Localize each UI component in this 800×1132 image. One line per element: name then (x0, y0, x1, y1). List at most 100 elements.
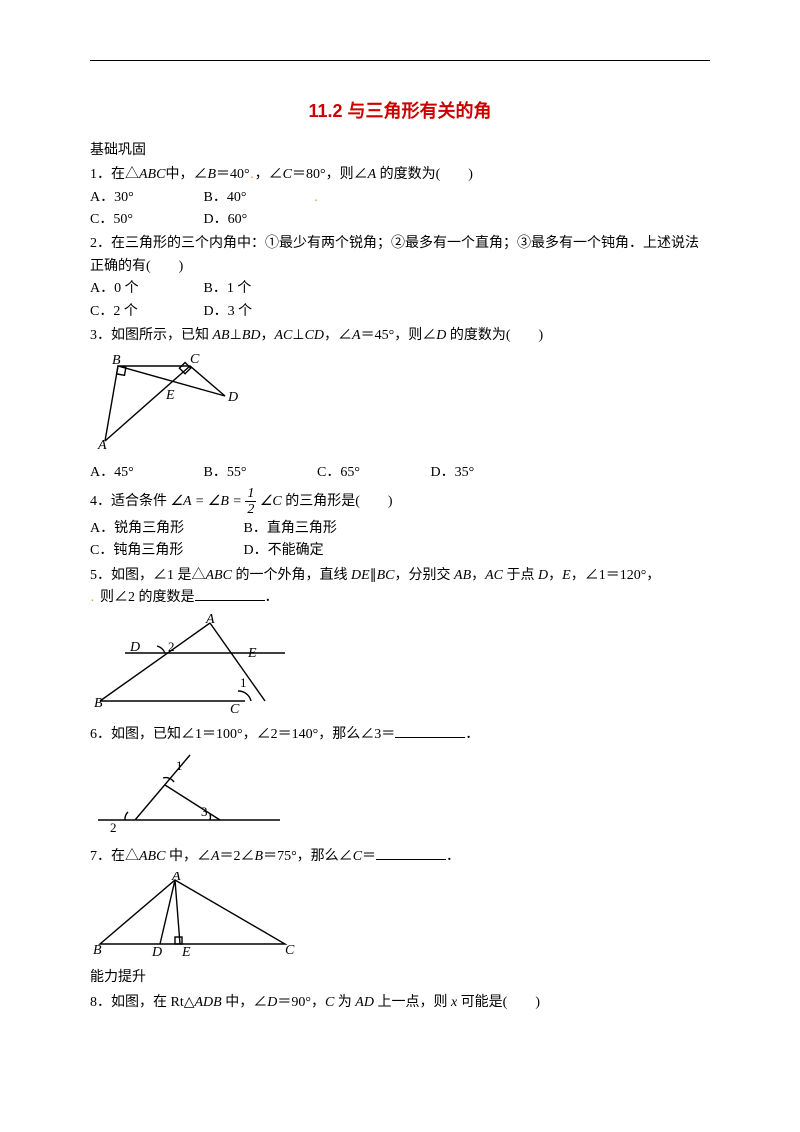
q3-t2: ，∠ (324, 328, 352, 343)
q1-optA: A．30° (90, 187, 200, 209)
q5-par: ∥ (370, 568, 377, 583)
question-5: 5．如图，∠1 是△ABC 的一个外角，直线 DE∥BC，分别交 AB，AC 于… (90, 565, 710, 610)
q7-t4: ＝75°，那么∠ (263, 849, 353, 864)
q5-DE: DE (351, 568, 370, 583)
q1-A: A (368, 167, 377, 182)
q5-t5: ，∠1＝120°， (571, 568, 661, 583)
q5-p: ． (265, 590, 279, 605)
q3-optC: C．65° (317, 462, 427, 484)
dot-icon: ． (90, 593, 100, 604)
q8-D: D (267, 995, 277, 1010)
q5-ABC: ABC (206, 568, 232, 583)
q8-AD: AD (355, 995, 374, 1010)
q8-t2: 中，∠ (222, 995, 268, 1010)
q2-options: A．0 个 B．1 个 C．2 个 D．3 个 (90, 278, 710, 323)
q5-BC: BC (377, 568, 395, 583)
svg-text:B: B (112, 353, 121, 368)
q8-t6: 可能是( ) (457, 995, 540, 1010)
q6-t: 6．如图，已知∠1＝100°，∠2＝140°，那么∠3＝ (90, 727, 395, 742)
q1-optD: D．60° (204, 209, 314, 231)
q5-E: E (562, 568, 571, 583)
q2-optD: D．3 个 (204, 301, 314, 323)
q5-t4: 于点 (503, 568, 538, 583)
question-7: 7．在△ABC 中，∠A＝2∠B＝75°，那么∠C＝． (90, 846, 710, 868)
q3-t3: ＝45°，则∠ (361, 328, 437, 343)
q3-optB: B．55° (204, 462, 314, 484)
q5-c: ， (471, 568, 485, 583)
q5-AC: AC (485, 568, 503, 583)
q8-C: C (325, 995, 334, 1010)
q4-t1: 4．适合条件 (90, 494, 167, 509)
svg-text:A: A (97, 438, 107, 451)
q5-t1: 5．如图，∠1 是△ (90, 568, 206, 583)
svg-text:B: B (94, 696, 103, 711)
q4-eqa: ∠A = ∠B = (171, 494, 246, 509)
question-1: 1．在△ABC中，∠B＝40°．，∠C＝80°，则∠A 的度数为( ) (90, 164, 710, 186)
q7-t5: ＝ (362, 849, 376, 864)
q1-t6: 的度数为( ) (376, 167, 473, 182)
q4-optC: C．钝角三角形 (90, 540, 240, 562)
q1-optB: B．40° (204, 187, 314, 209)
svg-text:D: D (227, 390, 238, 405)
question-4: 4．适合条件 ∠A = ∠B = 12 ∠C 的三角形是( ) (90, 486, 710, 518)
q3-optD: D．35° (431, 462, 541, 484)
question-8: 8．如图，在 Rt△ADB 中，∠D＝90°，C 为 AD 上一点，则 x 可能… (90, 992, 710, 1014)
q8-t5: 上一点，则 (374, 995, 451, 1010)
q3-D: D (436, 328, 446, 343)
q1-C: C (283, 167, 292, 182)
q5-t3: ，分别交 (395, 568, 455, 583)
svg-text:D: D (151, 945, 162, 957)
q2-optB: B．1 个 (204, 278, 314, 300)
q7-C: C (353, 849, 362, 864)
q3-options: A．45° B．55° C．65° D．35° (90, 462, 710, 484)
q5-figure: A B C D E 1 2 (90, 613, 710, 721)
q6-p: ． (465, 727, 479, 742)
q3-c1: ， (260, 328, 274, 343)
fraction-icon: 12 (245, 486, 256, 518)
question-3: 3．如图所示，已知 AB⊥BD，AC⊥CD，∠A＝45°，则∠D 的度数为( ) (90, 325, 710, 347)
svg-text:C: C (190, 352, 200, 367)
q5-D: D (538, 568, 548, 583)
blank-line (195, 587, 265, 601)
svg-text:B: B (93, 943, 102, 957)
blank-line (376, 846, 446, 860)
q4-options: A．锐角三角形 B．直角三角形 C．钝角三角形 D．不能确定 (90, 518, 710, 563)
q1-text: 1．在△ (90, 167, 139, 182)
q5-c2: ， (548, 568, 562, 583)
q3-CD: CD (305, 328, 324, 343)
q7-t1: 7．在△ (90, 849, 139, 864)
svg-text:E: E (181, 945, 191, 957)
svg-text:A: A (205, 613, 215, 627)
q5-AB: AB (454, 568, 471, 583)
q4-optD: D．不能确定 (244, 540, 394, 562)
q7-B: B (255, 849, 264, 864)
svg-text:3: 3 (201, 804, 208, 819)
q3-AC: AC (274, 328, 292, 343)
svg-text:A: A (171, 872, 181, 884)
q1-t4: ，∠ (255, 167, 283, 182)
q7-ABC: ABC (139, 849, 165, 864)
q3-figure: B C A D E (90, 351, 710, 459)
q3-t4: 的度数为( ) (446, 328, 543, 343)
svg-text:E: E (165, 388, 175, 403)
q4-optB: B．直角三角形 (244, 518, 394, 540)
q3-p1: ⊥ (230, 328, 242, 343)
svg-text:1: 1 (240, 675, 247, 690)
q4-t2: 的三角形是( ) (285, 494, 392, 509)
question-2: 2．在三角形的三个内角中：①最少有两个锐角；②最多有一个直角；③最多有一个钝角．… (90, 233, 710, 278)
q6-figure: 1 2 3 (90, 750, 710, 843)
q2-optC: C．2 个 (90, 301, 200, 323)
page-title: 11.2 与三角形有关的角 (90, 97, 710, 126)
q7-figure: A B C D E (90, 872, 710, 965)
header-rule (90, 60, 710, 61)
q3-AB: AB (213, 328, 230, 343)
q7-t2: 中，∠ (165, 849, 211, 864)
q3-optA: A．45° (90, 462, 200, 484)
q3-BD: BD (242, 328, 261, 343)
svg-text:2: 2 (168, 639, 175, 654)
svg-text:2: 2 (110, 820, 117, 835)
svg-text:E: E (247, 646, 257, 661)
svg-text:D: D (129, 640, 140, 655)
q8-ADB: ADB (195, 995, 222, 1010)
q3-p2: ⊥ (292, 328, 304, 343)
